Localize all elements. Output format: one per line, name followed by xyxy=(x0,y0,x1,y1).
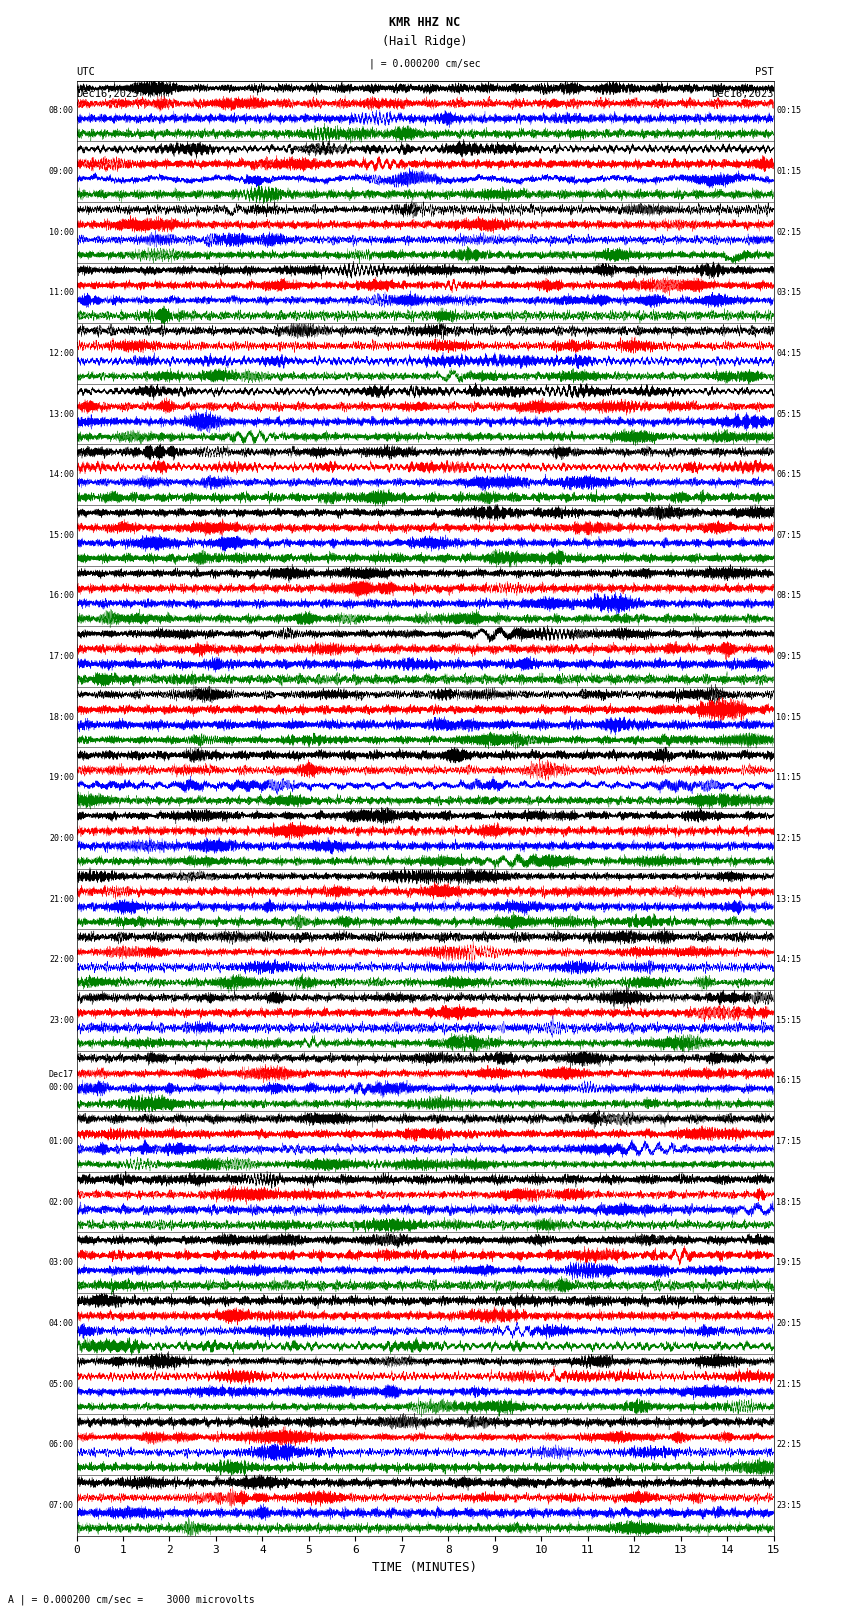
Text: 21:00: 21:00 xyxy=(49,895,74,903)
Text: 20:00: 20:00 xyxy=(49,834,74,844)
Text: 06:15: 06:15 xyxy=(776,471,801,479)
Text: 18:00: 18:00 xyxy=(49,713,74,721)
Text: 05:00: 05:00 xyxy=(49,1379,74,1389)
Text: 20:15: 20:15 xyxy=(776,1319,801,1327)
Text: 04:00: 04:00 xyxy=(49,1319,74,1327)
Text: 11:15: 11:15 xyxy=(776,773,801,782)
X-axis label: TIME (MINUTES): TIME (MINUTES) xyxy=(372,1561,478,1574)
Text: 08:00: 08:00 xyxy=(49,106,74,116)
Text: 00:00: 00:00 xyxy=(49,1082,74,1092)
Text: 02:15: 02:15 xyxy=(776,227,801,237)
Text: 01:15: 01:15 xyxy=(776,168,801,176)
Text: 22:00: 22:00 xyxy=(49,955,74,965)
Text: 13:00: 13:00 xyxy=(49,410,74,418)
Text: Dec16,2023: Dec16,2023 xyxy=(711,89,774,98)
Text: 06:00: 06:00 xyxy=(49,1440,74,1448)
Text: PST: PST xyxy=(755,68,774,77)
Text: 03:15: 03:15 xyxy=(776,289,801,297)
Text: 16:15: 16:15 xyxy=(776,1076,801,1086)
Text: 21:15: 21:15 xyxy=(776,1379,801,1389)
Text: 04:15: 04:15 xyxy=(776,348,801,358)
Text: 09:00: 09:00 xyxy=(49,168,74,176)
Text: 03:00: 03:00 xyxy=(49,1258,74,1268)
Text: 18:15: 18:15 xyxy=(776,1198,801,1207)
Text: 17:00: 17:00 xyxy=(49,652,74,661)
Text: (Hail Ridge): (Hail Ridge) xyxy=(382,35,468,48)
Text: 10:00: 10:00 xyxy=(49,227,74,237)
Text: 19:15: 19:15 xyxy=(776,1258,801,1268)
Text: | = 0.000200 cm/sec: | = 0.000200 cm/sec xyxy=(369,58,481,69)
Text: 14:00: 14:00 xyxy=(49,471,74,479)
Text: 16:00: 16:00 xyxy=(49,592,74,600)
Text: 00:15: 00:15 xyxy=(776,106,801,116)
Text: Dec17: Dec17 xyxy=(49,1069,74,1079)
Text: 22:15: 22:15 xyxy=(776,1440,801,1448)
Text: 13:15: 13:15 xyxy=(776,895,801,903)
Text: 23:15: 23:15 xyxy=(776,1500,801,1510)
Text: 14:15: 14:15 xyxy=(776,955,801,965)
Text: 12:15: 12:15 xyxy=(776,834,801,844)
Text: 07:15: 07:15 xyxy=(776,531,801,540)
Text: 15:15: 15:15 xyxy=(776,1016,801,1024)
Text: 02:00: 02:00 xyxy=(49,1198,74,1207)
Text: 15:00: 15:00 xyxy=(49,531,74,540)
Text: UTC: UTC xyxy=(76,68,95,77)
Text: Dec16,2023: Dec16,2023 xyxy=(76,89,139,98)
Text: 23:00: 23:00 xyxy=(49,1016,74,1024)
Text: 08:15: 08:15 xyxy=(776,592,801,600)
Text: 17:15: 17:15 xyxy=(776,1137,801,1145)
Text: 19:00: 19:00 xyxy=(49,773,74,782)
Text: 05:15: 05:15 xyxy=(776,410,801,418)
Text: 01:00: 01:00 xyxy=(49,1137,74,1145)
Text: 10:15: 10:15 xyxy=(776,713,801,721)
Text: 11:00: 11:00 xyxy=(49,289,74,297)
Text: A | = 0.000200 cm/sec =    3000 microvolts: A | = 0.000200 cm/sec = 3000 microvolts xyxy=(8,1594,255,1605)
Text: 12:00: 12:00 xyxy=(49,348,74,358)
Text: 09:15: 09:15 xyxy=(776,652,801,661)
Text: 07:00: 07:00 xyxy=(49,1500,74,1510)
Text: KMR HHZ NC: KMR HHZ NC xyxy=(389,16,461,29)
